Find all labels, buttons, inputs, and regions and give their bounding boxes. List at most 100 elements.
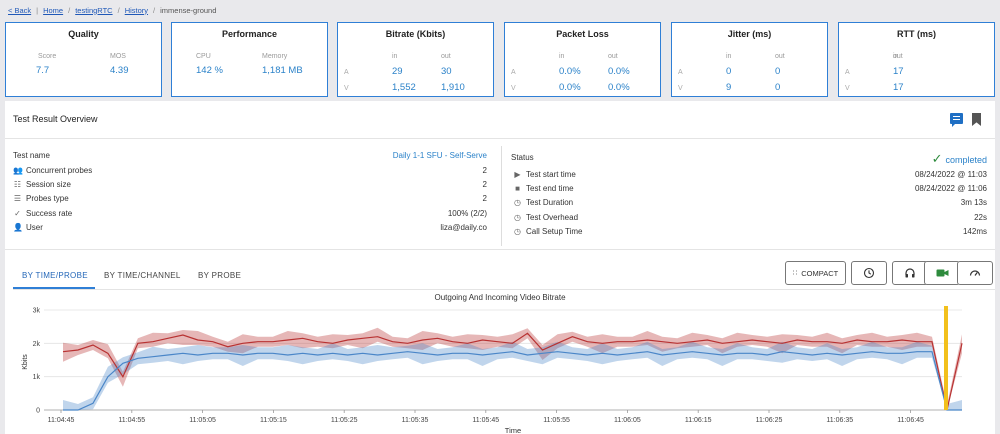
audio-in-value: 29 (392, 66, 403, 77)
breadcrumb-separator: | (36, 5, 39, 15)
x-tick-label: 11:06:15 (685, 417, 712, 424)
row-label: Call Setup Time (526, 227, 583, 236)
out-label: out (893, 53, 903, 60)
video-row-label: V (678, 85, 683, 92)
time-marker[interactable] (944, 306, 948, 410)
probes-type-row: ☰ Probes type (13, 194, 69, 203)
row-label: Session size (26, 180, 71, 189)
card-title: Jitter (ms) (727, 29, 772, 39)
check-icon: ✓ (14, 209, 21, 218)
test-name-label: Test name (13, 151, 50, 160)
quality-card[interactable]: Quality Score MOS 7.7 4.39 (5, 22, 162, 97)
out-label: out (775, 53, 785, 60)
timeline-button[interactable] (851, 261, 887, 285)
chart-title: Outgoing And Incoming Video Bitrate (434, 293, 566, 302)
status-text: completed (945, 155, 987, 165)
performance-card[interactable]: Performance CPU Memory 142 % 1,181 MB (171, 22, 328, 97)
check-icon: ✓ (931, 151, 943, 166)
audio-in-value: 0 (726, 66, 732, 77)
x-tick-label: 11:06:25 (756, 417, 783, 424)
breadcrumb-history[interactable]: History (124, 5, 149, 15)
compact-button[interactable]: ∷ COMPACT (785, 261, 846, 285)
row-label: Test Overhead (526, 213, 579, 222)
back-link[interactable]: < Back (8, 5, 32, 15)
row-value: 2 (482, 166, 487, 175)
compact-icon: ∷ (792, 270, 798, 277)
series-band (63, 341, 962, 410)
x-tick-label: 11:06:35 (826, 417, 853, 424)
card-title: Packet Loss (556, 29, 609, 39)
x-tick-label: 11:06:45 (897, 417, 924, 424)
test-duration-row: ◷ Test Duration (513, 198, 573, 207)
bookmark-icon[interactable] (972, 113, 981, 126)
y-tick-label: 0 (36, 408, 40, 415)
breadcrumb-current: immense-ground (160, 5, 217, 15)
status-label: Status (511, 153, 534, 162)
row-value: 3m 13s (960, 198, 987, 207)
breadcrumb-home[interactable]: Home (43, 5, 64, 15)
x-tick-label: 11:06:05 (614, 417, 641, 424)
breadcrumb-app[interactable]: testingRTC (75, 5, 113, 15)
rtt-card[interactable]: RTT (ms) in out A V 17 17 (838, 22, 995, 97)
test-name-label-text: Test name (13, 151, 50, 160)
audio-row-label: A (511, 69, 516, 76)
bitrate-card[interactable]: Bitrate (Kbits) in out A V 29 30 1,552 1… (337, 22, 494, 97)
tab-by-time-channel[interactable]: BY TIME/CHANNEL (104, 271, 181, 280)
row-label: Success rate (26, 209, 73, 218)
audio-out-value: 30 (441, 66, 452, 77)
stop-icon: ■ (515, 184, 520, 193)
jitter-card[interactable]: Jitter (ms) in out A V 0 0 9 0 (671, 22, 828, 97)
comment-icon[interactable] (950, 113, 963, 127)
success-rate-row: ✓ Success rate (13, 209, 72, 218)
performance-filter-button[interactable] (957, 261, 993, 285)
packet-loss-card[interactable]: Packet Loss in out A V 0.0% 0.0% 0.0% 0.… (504, 22, 661, 97)
audio-rtt-value: 17 (893, 66, 904, 77)
card-title: Bitrate (Kbits) (385, 29, 446, 39)
audio-in-value: 0.0% (559, 66, 581, 77)
row-value: 100% (2/2) (447, 209, 487, 218)
card-title: Performance (221, 29, 278, 39)
y-axis-ticks: 0 1k 2k 3k (33, 308, 41, 415)
audio-out-value: 0 (775, 66, 781, 77)
test-name-link[interactable]: Daily 1-1 SFU - Self-Serve (392, 151, 487, 160)
column-divider (501, 146, 502, 246)
divider (5, 138, 995, 139)
x-tick-label: 11:04:55 (118, 417, 145, 424)
row-label: Test end time (526, 184, 574, 193)
audio-out-value: 0.0% (608, 66, 630, 77)
in-label: in (893, 53, 899, 60)
score-value: 7.7 (36, 65, 50, 76)
audio-filter-button[interactable] (892, 261, 928, 285)
chart-grid (44, 309, 962, 411)
row-value: 22s (974, 213, 987, 222)
play-icon: ▶ (514, 170, 521, 179)
video-row-label: V (845, 85, 850, 92)
memory-value: 1,181 MB (262, 65, 303, 76)
row-label: User (26, 223, 43, 232)
call-setup-row: ◷ Call Setup Time (513, 227, 582, 236)
y-tick-label: 2k (33, 341, 41, 348)
tab-by-time-probe[interactable]: BY TIME/PROBE (22, 271, 88, 280)
audio-row-label: A (344, 69, 349, 76)
audio-row-label: A (678, 69, 683, 76)
mos-label: MOS (110, 53, 126, 60)
x-tick-label: 11:05:25 (331, 417, 358, 424)
y-tick-label: 1k (33, 374, 41, 381)
series-band (63, 327, 962, 410)
video-out-value: 0.0% (608, 82, 630, 93)
card-title: Quality (68, 29, 99, 39)
list-icon: ☰ (13, 194, 22, 203)
in-label: in (559, 53, 565, 60)
y-tick-label: 3k (33, 308, 41, 315)
breadcrumb-separator: / (117, 5, 120, 15)
mos-value: 4.39 (110, 65, 129, 76)
test-overhead-row: ◷ Test Overhead (513, 213, 578, 222)
video-in-value: 1,552 (392, 82, 416, 93)
row-label: Concurrent probes (26, 166, 93, 175)
tab-by-probe[interactable]: BY PROBE (198, 271, 242, 280)
breadcrumb: < Back | Home / testingRTC / History / i… (8, 4, 216, 16)
headphones-icon (905, 268, 915, 278)
video-filter-button[interactable] (924, 261, 960, 285)
out-label: out (608, 53, 618, 60)
